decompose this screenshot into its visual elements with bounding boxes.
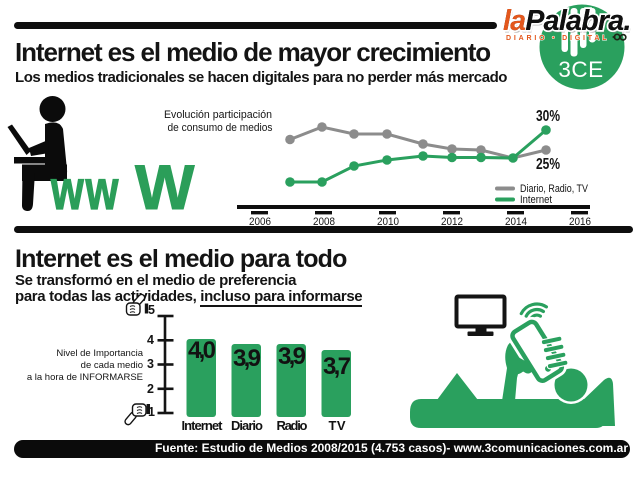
svg-text:laPalabra.: laPalabra. (503, 5, 631, 37)
svg-text:Nivel de Importancia: Nivel de Importancia (56, 348, 143, 359)
svg-text:5: 5 (148, 303, 155, 317)
svg-text:3,7: 3,7 (323, 353, 351, 380)
svg-text:TV: TV (329, 418, 346, 433)
svg-text:1: 1 (148, 405, 155, 419)
svg-text:2014: 2014 (505, 216, 527, 228)
svg-text:2010: 2010 (377, 216, 399, 228)
svg-text:laPalabra.: laPalabra. (505, 8, 633, 40)
svg-text:Evolución participación: Evolución participación (164, 109, 272, 121)
svg-text:3,9: 3,9 (233, 345, 261, 372)
svg-text:25%: 25% (536, 156, 560, 173)
svg-text:ww: ww (50, 159, 120, 215)
svg-text:3,9: 3,9 (278, 343, 306, 370)
svg-text:a la hora de INFORMARSE: a la hora de INFORMARSE (27, 372, 143, 383)
svg-text:2016: 2016 (569, 216, 591, 228)
svg-text:Internet: Internet (520, 194, 552, 206)
svg-text:2006: 2006 (249, 216, 271, 228)
svg-text:2: 2 (147, 382, 154, 396)
svg-text:laPalabra.: laPalabra. (503, 5, 631, 37)
svg-text:3CE: 3CE (558, 57, 603, 82)
svg-text:de cada medio: de cada medio (81, 360, 143, 371)
svg-text:2008: 2008 (313, 216, 335, 228)
svg-text:4,0: 4,0 (188, 337, 216, 364)
svg-text:DIARIO • DIGITAL: DIARIO • DIGITAL (506, 35, 609, 42)
svg-text:3: 3 (147, 357, 154, 371)
svg-text:Internet: Internet (182, 418, 224, 433)
svg-text:Diario: Diario (231, 418, 263, 433)
svg-text:Radio: Radio (277, 418, 308, 433)
svg-text:2012: 2012 (441, 216, 463, 228)
svg-text:4: 4 (147, 333, 154, 347)
svg-text:Diario, Radio, TV: Diario, Radio, TV (520, 183, 589, 195)
svg-text:W: W (135, 153, 195, 215)
svg-text:30%: 30% (536, 108, 560, 125)
svg-text:de consumo de medios: de consumo de medios (168, 122, 273, 134)
